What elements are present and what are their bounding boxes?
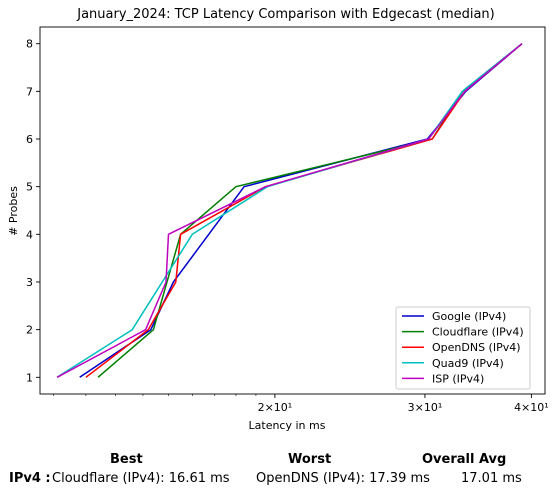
y-tick-label: 8	[26, 38, 33, 51]
legend-entry: OpenDNS (IPv4)	[432, 341, 521, 354]
y-tick-label: 4	[26, 228, 33, 241]
legend-entry: Quad9 (IPv4)	[432, 357, 504, 370]
summary-header-worst: Worst	[288, 452, 331, 467]
x-tick-label: 2×10¹	[258, 401, 293, 414]
y-tick-label: 6	[26, 133, 33, 146]
summary-best-value: Cloudflare (IPv4): 16.61 ms	[52, 471, 230, 486]
x-tick-label: 4×10¹	[514, 401, 549, 414]
y-tick-label: 1	[26, 371, 33, 384]
x-axis-ticks: 2×10¹ 3×10¹ 4×10¹	[54, 394, 549, 414]
y-tick-label: 3	[26, 276, 33, 289]
legend-entry: ISP (IPv4)	[432, 372, 484, 385]
summary-row-label: IPv4 :	[9, 471, 51, 486]
summary-header-best: Best	[110, 452, 143, 467]
x-axis-label: Latency in ms	[249, 419, 326, 432]
y-tick-label: 7	[26, 85, 33, 98]
y-axis-label: # Probes	[7, 186, 20, 236]
legend-entry: Cloudflare (IPv4)	[432, 326, 524, 339]
summary-worst-value: OpenDNS (IPv4): 17.39 ms	[256, 471, 430, 486]
summary-header-avg: Overall Avg	[422, 452, 506, 467]
summary-table: Best Worst Overall Avg IPv4 : Cloudflare…	[0, 448, 554, 496]
y-tick-label: 2	[26, 324, 33, 337]
y-axis-ticks: 1 2 3 4 5 6 7 8	[26, 38, 40, 385]
x-tick-label: 3×10¹	[408, 401, 443, 414]
summary-avg-value: 17.01 ms	[461, 471, 522, 486]
legend: Google (IPv4) Cloudflare (IPv4) OpenDNS (I…	[396, 307, 530, 389]
latency-chart: January_2024: TCP Latency Comparison wit…	[0, 0, 554, 448]
legend-entry: Google (IPv4)	[432, 310, 506, 323]
chart-title: January_2024: TCP Latency Comparison wit…	[76, 7, 495, 22]
y-tick-label: 5	[26, 181, 33, 194]
